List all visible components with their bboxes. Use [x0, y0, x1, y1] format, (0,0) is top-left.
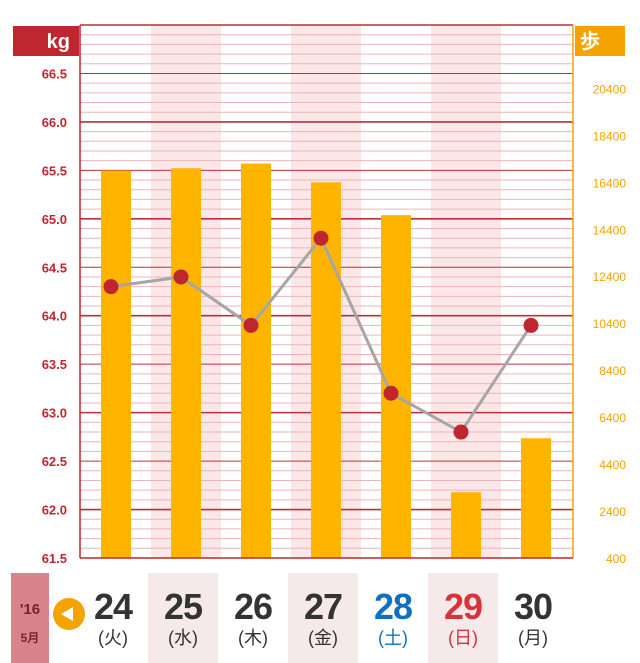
steps-bar: [171, 168, 201, 559]
steps-bar: [451, 492, 481, 558]
left-tick-label: 66.5: [42, 66, 67, 81]
day-cell[interactable]: 28 (土): [358, 573, 428, 663]
steps-bar: [241, 163, 271, 559]
steps-bar: [521, 438, 551, 558]
day-number: 30: [513, 586, 553, 627]
day-of-week: (土): [378, 628, 408, 648]
weight-point: [453, 424, 469, 440]
day-cell[interactable]: 26 (木): [218, 573, 288, 663]
weight-point: [243, 317, 259, 333]
day-band: [431, 25, 501, 558]
left-tick-label: 64.5: [42, 260, 67, 275]
right-axis-title: 歩: [580, 29, 600, 53]
weight-point: [523, 317, 539, 333]
day-number: 25: [163, 586, 203, 627]
right-tick-label: 400: [606, 552, 626, 566]
day-number: 29: [443, 586, 483, 627]
day-cell[interactable]: 25 (水): [148, 573, 218, 663]
left-tick-label: 65.0: [42, 212, 67, 227]
left-tick-label: 62.5: [42, 454, 67, 469]
left-tick-label: 62.0: [42, 503, 67, 518]
year-label: '16: [19, 601, 41, 618]
day-of-week: (金): [308, 628, 338, 648]
left-tick-label: 63.0: [42, 406, 67, 421]
right-tick-label: 4400: [599, 458, 626, 472]
weight-point: [313, 230, 329, 246]
day-number: 26: [233, 586, 273, 627]
previous-week-button[interactable]: [53, 598, 85, 630]
weight-point: [383, 385, 399, 401]
right-tick-label: 18400: [593, 129, 627, 143]
day-number: 27: [303, 586, 343, 627]
left-axis-title: kg: [47, 31, 70, 53]
right-tick-label: 16400: [593, 176, 627, 190]
left-tick-label: 66.0: [42, 115, 67, 130]
day-of-week: (水): [168, 628, 198, 648]
right-tick-label: 12400: [593, 270, 627, 284]
left-axis-badge: [13, 26, 79, 56]
day-of-week: (木): [238, 628, 268, 648]
chart: kg 歩 61.5 62.0 62.5 63.0 63.5 64.0 64.5 65.0 65.5 6…: [13, 24, 627, 566]
day-cell[interactable]: 27 (金): [288, 573, 358, 663]
right-tick-label: 8400: [599, 364, 626, 378]
day-cell[interactable]: 30 (月): [498, 573, 568, 663]
day-number: 24: [93, 586, 133, 627]
weight-point: [103, 279, 119, 295]
steps-bar: [101, 170, 131, 558]
year-month-label: '16 5月: [11, 573, 49, 663]
day-cell[interactable]: 24 (火): [78, 573, 148, 663]
weight-point: [173, 269, 189, 285]
right-tick-label: 10400: [593, 317, 627, 331]
day-of-week: (日): [448, 628, 478, 648]
day-cell[interactable]: 29 (日): [428, 573, 498, 663]
day-of-week: (火): [98, 628, 128, 648]
left-tick-label: 61.5: [42, 551, 67, 566]
steps-bar: [381, 215, 411, 558]
left-tick-label: 64.0: [42, 309, 67, 324]
right-tick-label: 14400: [593, 223, 627, 237]
day-of-week: (月): [518, 628, 548, 648]
date-footer: '16 5月 24 (火) 25 (水) 26 (木) 27 (金) 28 (土) 29 (日) 30(…: [0, 573, 640, 663]
month-label: 5月: [20, 631, 40, 645]
right-tick-label: 6400: [599, 411, 626, 425]
left-tick-label: 63.5: [42, 357, 67, 372]
right-tick-label: 2400: [599, 505, 626, 519]
right-axis-badge: [575, 26, 625, 56]
right-tick-label: 20400: [593, 82, 627, 96]
day-number: 28: [373, 586, 413, 627]
left-tick-label: 65.5: [42, 163, 67, 178]
triangle-left-icon: [61, 607, 73, 621]
